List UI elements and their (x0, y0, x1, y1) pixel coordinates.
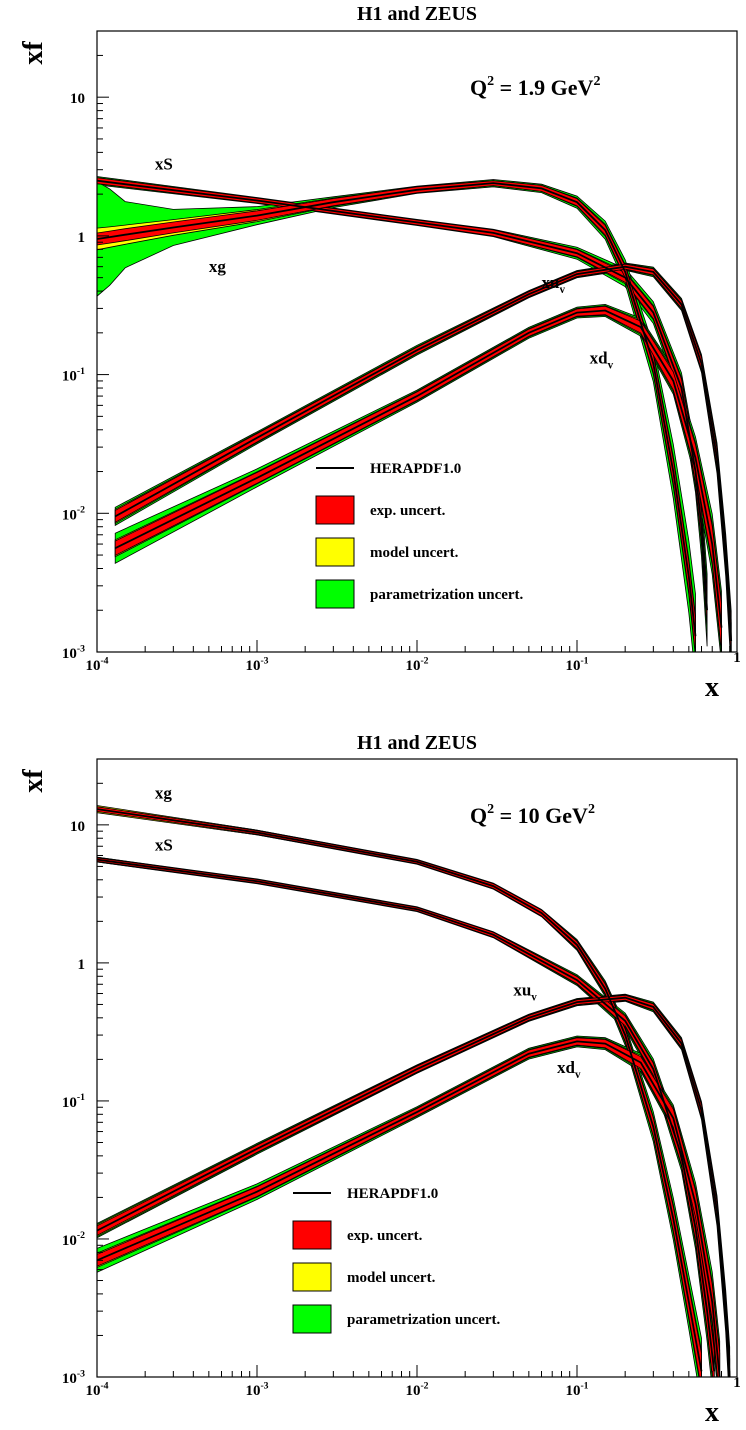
series-label-0: xg (155, 784, 173, 803)
legend-label-0: HERAPDF1.0 (370, 461, 461, 477)
band-p-3 (114, 303, 722, 652)
y-tick-label: 10-3 (62, 1368, 85, 1387)
band-m-2 (114, 263, 732, 652)
x-tick-label: 1 (733, 650, 741, 666)
y-tick-label: 10-3 (62, 643, 85, 662)
legend-swatch-3 (292, 1304, 332, 1334)
x-axis-label: x (705, 1397, 719, 1428)
band-e-0 (97, 806, 702, 1377)
y-tick-label: 10-1 (62, 1092, 85, 1111)
x-tick-label: 10-4 (85, 1380, 108, 1399)
y-tick-label: 10-2 (62, 1230, 85, 1249)
band-e-1 (97, 180, 696, 652)
legend-swatch-1 (292, 1220, 332, 1250)
q2-annotation: Q2 = 10 GeV2 (470, 802, 595, 828)
legend-label-3: parametrization uncert. (370, 587, 524, 603)
legend-swatch-2 (292, 1262, 332, 1292)
y-tick-label: 10-2 (62, 505, 85, 524)
y-axis-label: xf (18, 41, 49, 65)
chart-title: H1 and ZEUS (357, 732, 477, 754)
q2-annotation: Q2 = 1.9 GeV2 (470, 74, 600, 100)
series-label-3: xdv (590, 349, 614, 372)
series-label-2: xuv (513, 981, 537, 1004)
x-tick-label: 1 (733, 1375, 741, 1391)
series-label-1: xg (209, 257, 227, 276)
central-line-1 (97, 858, 716, 1372)
legend-label-3: parametrization uncert. (347, 1312, 501, 1328)
band-p-1 (97, 179, 696, 652)
central-line-3 (97, 1040, 721, 1377)
y-tick-label: 1 (78, 957, 86, 973)
y-tick-label: 10 (70, 91, 85, 107)
y-axis-label: xf (18, 769, 49, 793)
band-e-2 (114, 263, 732, 652)
legend: HERAPDF1.0 exp. uncert. model uncert. param… (292, 1186, 501, 1334)
y-tick-label: 10 (70, 819, 85, 835)
legend: HERAPDF1.0 exp. uncert. model uncert. param… (315, 461, 524, 609)
x-tick-label: 10-2 (405, 655, 428, 674)
central-line-0 (97, 179, 708, 611)
series-label-2: xuv (542, 273, 566, 296)
central-line-2 (114, 265, 733, 642)
central-line-2 (97, 996, 731, 1377)
series-label-3: xdv (557, 1058, 581, 1081)
band-m-1 (97, 180, 696, 652)
legend-label-2: model uncert. (370, 545, 459, 561)
band-m-0 (97, 805, 702, 1377)
chart-title: H1 and ZEUS (357, 3, 477, 25)
legend-swatch-2 (315, 537, 355, 567)
band-p-0 (97, 176, 708, 647)
plot-area (97, 176, 733, 652)
band-p-0 (97, 805, 702, 1377)
legend-label-1: exp. uncert. (347, 1228, 423, 1244)
plot-area (97, 805, 731, 1377)
x-tick-label: 10-1 (565, 1380, 588, 1399)
band-m-3 (114, 305, 722, 652)
legend-swatch-1 (315, 495, 355, 525)
x-tick-label: 10-2 (405, 1380, 428, 1399)
band-e-1 (97, 857, 715, 1377)
x-tick-label: 10-3 (245, 1380, 268, 1399)
x-axis-label: x (705, 672, 719, 703)
legend-label-0: HERAPDF1.0 (347, 1186, 438, 1202)
x-tick-label: 10-3 (245, 655, 268, 674)
legend-label-2: model uncert. (347, 1270, 436, 1286)
central-line-3 (114, 309, 723, 628)
central-line-1 (97, 182, 697, 637)
x-tick-label: 10-4 (85, 655, 108, 674)
legend-label-1: exp. uncert. (370, 503, 446, 519)
y-tick-label: 1 (78, 230, 86, 246)
legend-swatch-3 (315, 579, 355, 609)
band-e-0 (97, 177, 708, 629)
band-p-2 (114, 262, 732, 652)
y-tick-label: 10-1 (62, 366, 85, 385)
series-label-1: xS (155, 836, 173, 855)
series-label-0: xS (155, 155, 173, 174)
band-p-1 (97, 856, 715, 1377)
central-line-0 (97, 808, 703, 1372)
x-tick-label: 10-1 (565, 655, 588, 674)
